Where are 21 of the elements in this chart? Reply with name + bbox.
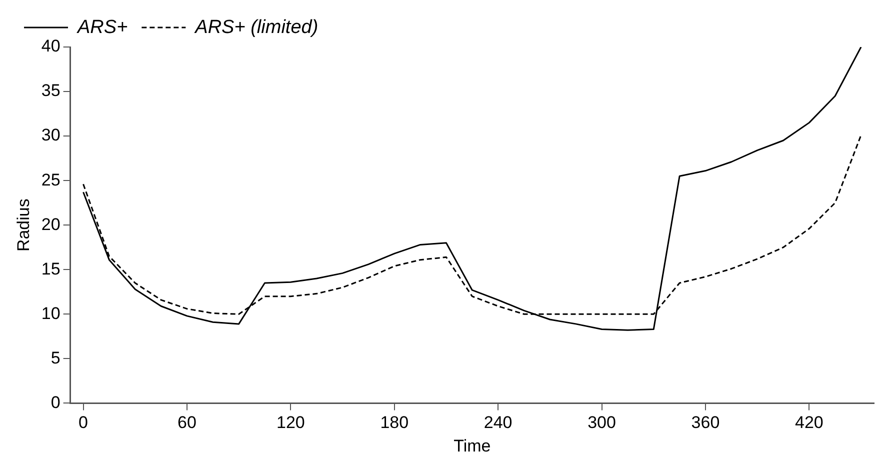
legend-label: ARS+ (limited) — [194, 16, 318, 38]
x-tick-label: 120 — [276, 413, 305, 432]
x-tick-label: 300 — [588, 413, 616, 432]
x-tick-label: 0 — [78, 413, 88, 432]
y-tick-label: 35 — [41, 81, 60, 100]
y-tick-label: 10 — [41, 304, 60, 323]
x-tick-label: 420 — [795, 413, 824, 432]
y-tick-label: 0 — [50, 392, 60, 412]
y-tick-label: 40 — [41, 36, 60, 56]
y-axis-title: Radius — [14, 198, 33, 252]
x-tick-label: 240 — [484, 413, 512, 432]
x-tick-label: 360 — [691, 413, 720, 432]
y-tick-label: 25 — [41, 170, 60, 190]
x-tick-label: 60 — [178, 413, 196, 432]
y-tick-label: 20 — [41, 214, 60, 234]
y-tick-label: 30 — [41, 126, 60, 145]
x-axis-title: Time — [454, 436, 491, 456]
x-tick-label: 180 — [380, 413, 409, 432]
y-tick-label: 5 — [50, 348, 60, 368]
legend-label: ARS+ — [76, 16, 128, 38]
y-tick-label: 15 — [41, 259, 60, 278]
